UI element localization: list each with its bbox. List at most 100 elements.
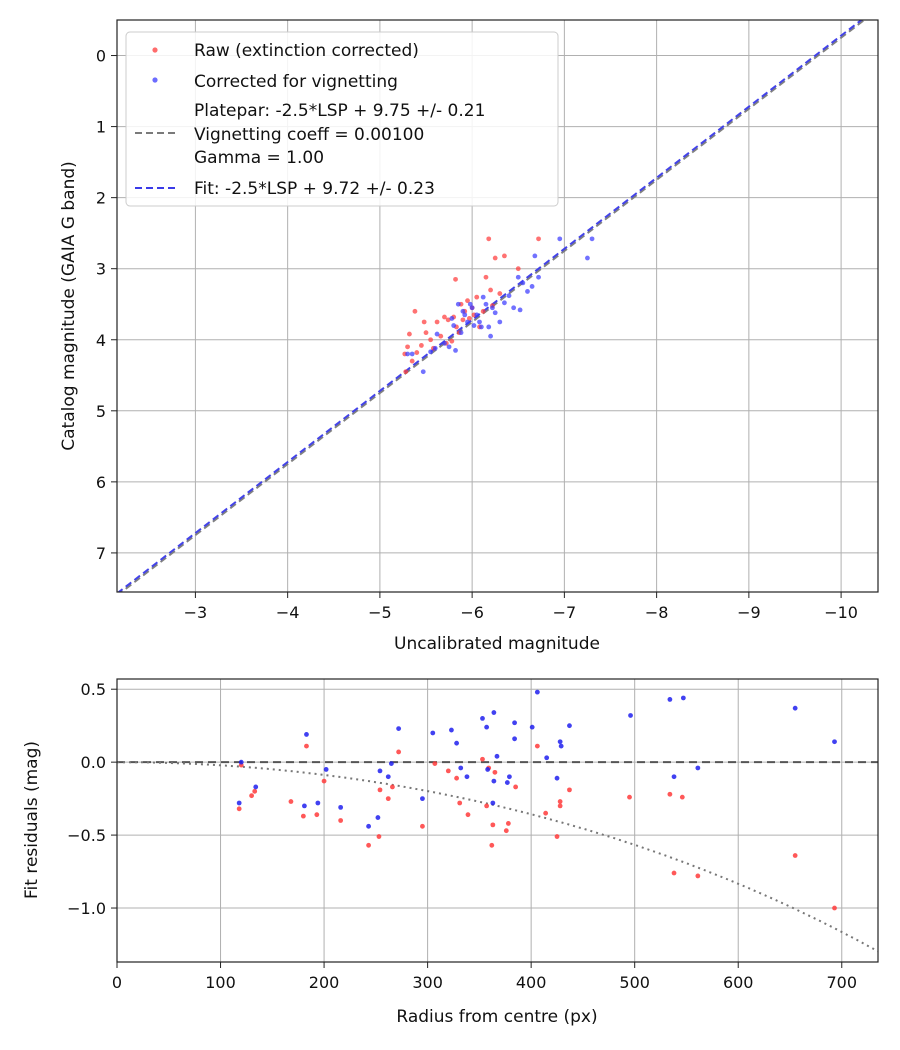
- bottom-raw-point: [627, 794, 632, 800]
- bottom-x-tick-label: 100: [205, 973, 236, 992]
- top-raw-point: [449, 338, 455, 344]
- bottom-scatter-points: [236, 689, 837, 911]
- bottom-corrected-point: [396, 726, 402, 731]
- bottom-raw-point: [492, 769, 498, 775]
- top-raw-point: [403, 369, 409, 375]
- bottom-ticks: 0 100 200 300 400 500 600 700 0.5 0.0 −0.5 −1.0: [67, 680, 857, 992]
- bottom-corrected-point: [491, 710, 497, 715]
- legend-corrected-marker: [152, 77, 158, 83]
- bottom-corrected-point: [491, 778, 497, 784]
- bottom-reference-lines: [116, 761, 879, 953]
- bottom-corrected-point: [385, 774, 391, 780]
- legend-raw-marker: [152, 47, 158, 53]
- bottom-corrected-point: [338, 804, 344, 810]
- bottom-x-axis-label: Radius from centre (px): [396, 1007, 597, 1027]
- bottom-raw-point: [321, 778, 327, 784]
- bottom-raw-point: [366, 842, 371, 848]
- top-raw-point: [407, 331, 412, 337]
- top-corrected-point: [502, 300, 507, 306]
- bottom-raw-point: [454, 775, 460, 781]
- top-corrected-point: [511, 305, 517, 311]
- bottom-raw-point: [288, 799, 294, 804]
- bottom-corrected-point: [494, 753, 500, 759]
- platepar-line: [119, 20, 866, 592]
- top-raw-point: [465, 298, 470, 304]
- legend-box: [125, 31, 559, 207]
- top-corrected-point: [585, 255, 590, 261]
- bottom-corrected-point: [377, 768, 383, 774]
- top-corrected-point: [497, 319, 503, 325]
- legend-fit-label: Fit: -2.5*LSP + 9.72 +/- 0.23: [194, 179, 435, 199]
- bottom-corrected-point: [315, 800, 321, 806]
- bottom-corrected-point: [484, 724, 490, 730]
- top-x-tick-label: −4: [276, 603, 300, 622]
- bottom-raw-point: [503, 828, 509, 834]
- top-y-tick-label: 6: [96, 473, 106, 492]
- top-corrected-point: [465, 319, 470, 325]
- bottom-x-tick-label: 0: [112, 973, 122, 992]
- bottom-raw-point: [252, 788, 258, 794]
- top-corrected-point: [483, 301, 489, 307]
- bottom-x-tick-label: 400: [516, 973, 547, 992]
- bottom-raw-point: [249, 793, 254, 799]
- bottom-raw-point: [396, 749, 402, 755]
- bottom-corrected-point: [567, 723, 572, 729]
- bottom-raw-point: [667, 791, 673, 797]
- top-y-tick-label: 2: [96, 189, 106, 208]
- legend: Raw (extinction corrected) Corrected for…: [125, 31, 559, 207]
- top-corrected-point: [455, 301, 461, 307]
- bottom-corrected-point: [375, 815, 381, 820]
- bottom-corrected-point: [507, 774, 512, 780]
- bottom-y-tick-label: 0.5: [81, 680, 106, 699]
- top-raw-point: [497, 291, 503, 296]
- bottom-corrected-point: [464, 774, 470, 780]
- bottom-raw-point: [465, 812, 471, 818]
- top-corrected-point: [520, 280, 526, 286]
- top-corrected-point: [446, 344, 452, 350]
- top-plot-frame: [116, 19, 879, 593]
- bottom-y-axis-label: Fit residuals (mag): [22, 741, 42, 899]
- bottom-corrected-point: [430, 730, 436, 736]
- bottom-y-tick-label: −0.5: [67, 826, 106, 845]
- top-raw-point: [474, 294, 480, 300]
- top-x-tick-label: −3: [184, 603, 208, 622]
- legend-corrected-label: Corrected for vignetting: [194, 72, 398, 92]
- bottom-corrected-point: [544, 755, 550, 761]
- bottom-raw-point: [554, 834, 560, 839]
- top-raw-point: [492, 255, 498, 261]
- legend-vignetting-label: Vignetting coeff = 0.00100: [194, 125, 424, 145]
- top-raw-point: [460, 317, 466, 323]
- bottom-raw-point: [390, 784, 395, 790]
- fit-line: [117, 20, 864, 592]
- top-corrected-point: [477, 319, 482, 325]
- top-corrected-point: [405, 351, 410, 357]
- bottom-raw-point: [505, 821, 511, 826]
- top-x-axis-label: Uncalibrated magnitude: [394, 634, 600, 654]
- vignetting-curve: [116, 761, 879, 953]
- top-raw-point: [466, 316, 472, 321]
- bottom-x-tick-label: 200: [309, 973, 340, 992]
- bottom-corrected-point: [253, 784, 259, 790]
- top-corrected-point: [434, 331, 440, 337]
- top-raw-point: [419, 343, 424, 348]
- bottom-corrected-point: [304, 732, 309, 737]
- legend-gamma-label: Gamma = 1.00: [194, 148, 324, 168]
- top-corrected-point: [480, 294, 486, 300]
- top-corrected-point: [467, 301, 473, 307]
- bottom-corrected-point: [302, 803, 307, 809]
- top-raw-point: [486, 236, 492, 242]
- top-corrected-point: [488, 333, 493, 339]
- bottom-corrected-point: [667, 697, 673, 702]
- top-raw-point: [405, 344, 410, 350]
- top-raw-point: [480, 308, 486, 314]
- top-corrected-point: [462, 312, 468, 318]
- top-corrected-point: [517, 307, 523, 313]
- top-corrected-point: [458, 330, 464, 336]
- bottom-raw-point: [695, 873, 701, 879]
- top-y-tick-label: 0: [96, 47, 106, 66]
- bottom-corrected-point: [628, 713, 633, 718]
- top-corrected-point: [532, 253, 538, 259]
- top-corrected-point: [432, 345, 438, 351]
- bottom-corrected-point: [238, 759, 244, 765]
- top-corrected-point: [474, 312, 480, 318]
